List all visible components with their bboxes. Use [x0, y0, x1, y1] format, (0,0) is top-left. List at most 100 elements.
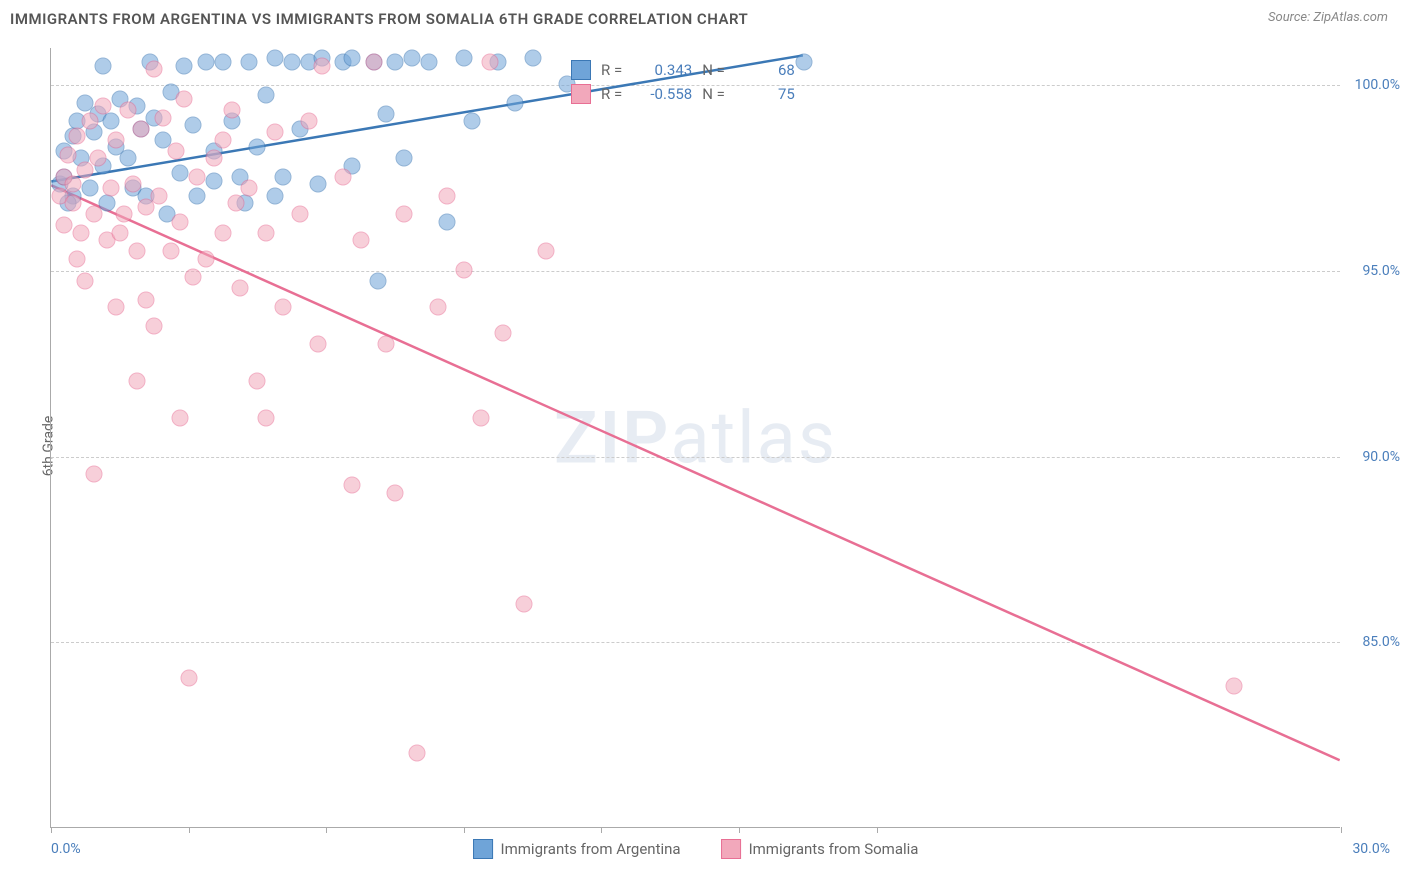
data-point [352, 232, 369, 249]
data-point [120, 150, 137, 167]
data-point [275, 299, 292, 316]
stats-legend-row: R =0.343N =68 [571, 60, 795, 80]
data-point [172, 165, 189, 182]
data-point [180, 670, 197, 687]
trend-lines [51, 48, 1340, 827]
legend-swatch [721, 839, 741, 859]
data-point [197, 53, 214, 70]
data-point [111, 224, 128, 241]
x-tick-label: 0.0% [51, 841, 81, 857]
stats-legend-row: R = -0.558 N = 75 [571, 84, 795, 104]
data-point [120, 102, 137, 119]
x-tick [877, 827, 878, 833]
data-point [266, 124, 283, 141]
data-point [309, 336, 326, 353]
data-point [184, 269, 201, 286]
data-point [150, 187, 167, 204]
data-point [184, 117, 201, 134]
n-value: 75 [735, 85, 795, 103]
data-point [133, 120, 150, 137]
data-point [309, 176, 326, 193]
data-point [455, 261, 472, 278]
data-point [163, 243, 180, 260]
r-value: -0.558 [632, 85, 692, 103]
data-point [240, 53, 257, 70]
n-label: N = [702, 61, 725, 79]
data-point [129, 373, 146, 390]
data-point [421, 53, 438, 70]
data-point [68, 128, 85, 145]
x-tick [601, 827, 602, 833]
data-point [206, 150, 223, 167]
y-tick-label: 95.0% [1362, 263, 1400, 279]
data-point [258, 224, 275, 241]
data-point [90, 150, 107, 167]
legend-swatch [473, 839, 493, 859]
data-point [1225, 677, 1242, 694]
series-name: Immigrants from Somalia [749, 840, 919, 858]
series-name: Immigrants from Argentina [501, 840, 681, 858]
data-point [378, 336, 395, 353]
data-point [172, 410, 189, 427]
data-point [494, 325, 511, 342]
gridline [51, 642, 1340, 643]
data-point [129, 243, 146, 260]
data-point [73, 224, 90, 241]
data-point [146, 317, 163, 334]
data-point [473, 410, 490, 427]
data-point [77, 273, 94, 290]
data-point [344, 477, 361, 494]
data-point [60, 146, 77, 163]
data-point [524, 50, 541, 67]
data-point [215, 131, 232, 148]
data-point [404, 50, 421, 67]
x-tick [464, 827, 465, 833]
data-point [107, 131, 124, 148]
watermark-atlas: atlas [670, 395, 837, 480]
stats-legend: R = 0.343 N = 68 R = -0.558 N = 75 [571, 60, 795, 104]
data-point [408, 744, 425, 761]
data-point [240, 180, 257, 197]
data-point [103, 180, 120, 197]
data-point [455, 50, 472, 67]
n-value: 68 [735, 61, 795, 79]
plot-area: ZIPatlas 85.0%90.0%95.0%100.0%0.0%30.0%R… [50, 48, 1340, 828]
n-label: N = [702, 85, 725, 103]
data-point [86, 206, 103, 223]
x-tick [189, 827, 190, 833]
data-point [266, 187, 283, 204]
data-point [430, 299, 447, 316]
series-legend: Immigrants from Argentina Immigrants from… [473, 839, 919, 859]
series-legend-item: Immigrants from Somalia [721, 839, 919, 859]
data-point [116, 206, 133, 223]
x-tick [739, 827, 740, 833]
data-point [146, 61, 163, 78]
data-point [215, 224, 232, 241]
legend-swatch [571, 84, 591, 104]
series-legend-item: Immigrants from Argentina [473, 839, 681, 859]
data-point [227, 195, 244, 212]
data-point [55, 217, 72, 234]
data-point [258, 87, 275, 104]
r-value: 0.343 [632, 61, 692, 79]
y-tick-label: 90.0% [1362, 449, 1400, 465]
data-point [68, 250, 85, 267]
data-point [292, 206, 309, 223]
data-point [275, 169, 292, 186]
data-point [232, 280, 249, 297]
data-point [176, 57, 193, 74]
data-point [249, 373, 266, 390]
x-tick [1341, 827, 1342, 833]
data-point [344, 50, 361, 67]
data-point [81, 180, 98, 197]
data-point [64, 195, 81, 212]
data-point [438, 187, 455, 204]
data-point [258, 410, 275, 427]
data-point [537, 243, 554, 260]
data-point [395, 206, 412, 223]
data-point [64, 176, 81, 193]
data-point [189, 169, 206, 186]
data-point [206, 172, 223, 189]
r-label: R = [601, 85, 622, 103]
data-point [81, 113, 98, 130]
